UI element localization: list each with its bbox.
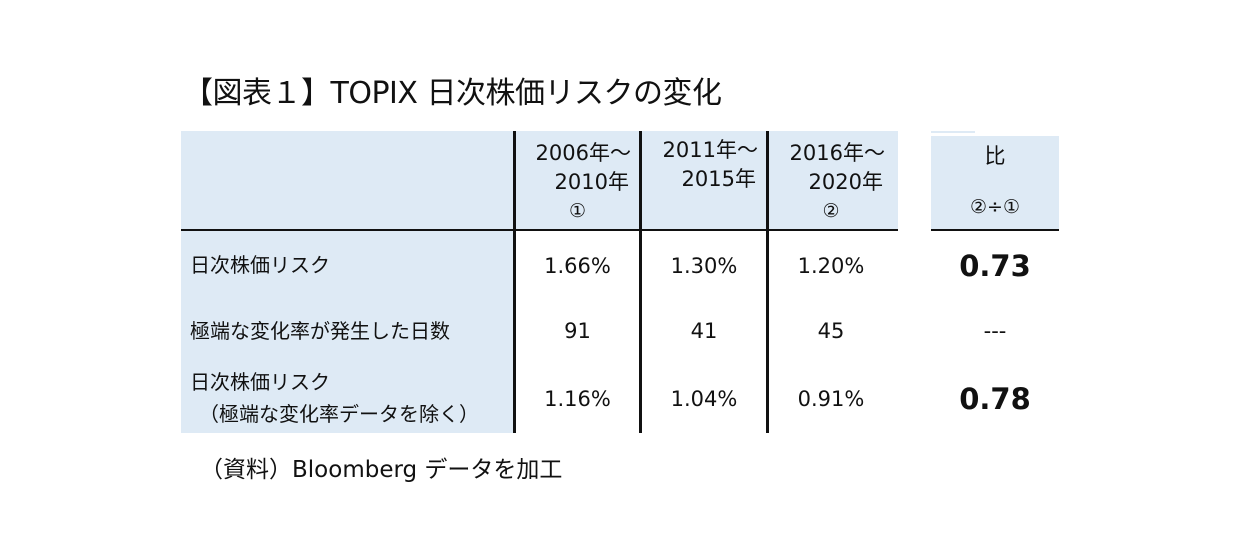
- table-cell: 1.04%: [670, 387, 738, 411]
- row-label-column: [181, 131, 514, 433]
- ratio-value: ---: [983, 319, 1007, 343]
- table-cell: 45: [817, 319, 845, 343]
- figure-title: 【図表１】TOPIX 日次株価リスクの変化: [183, 76, 722, 111]
- column-header-line1: 2011年～: [662, 138, 758, 162]
- column-header-line1: 2006年～: [535, 140, 631, 165]
- ratio-header-formula: ②÷①: [970, 196, 1020, 218]
- row-label: 日次株価リスク: [190, 253, 330, 277]
- column-header-2011-2015: 2011年～ 2015年: [642, 136, 766, 228]
- column-header-line2: 2020年: [808, 169, 883, 194]
- column-header-2006-2010: 2006年～ 2010年 ①: [516, 136, 639, 228]
- column-divider: [766, 131, 769, 433]
- table-cell: 1.66%: [544, 254, 611, 278]
- ratio-value: 0.73: [959, 249, 1031, 283]
- table-cell: 1.20%: [797, 254, 865, 278]
- table-cell: 41: [690, 319, 718, 343]
- column-marker: ②: [822, 199, 840, 222]
- column-header-line1: 2016年～: [789, 140, 885, 165]
- column-divider: [639, 131, 642, 433]
- row-sublabel: （極端な変化率データを除く）: [199, 402, 479, 426]
- column-marker: ①: [568, 199, 587, 222]
- source-note: （資料）Bloomberg データを加工: [200, 457, 563, 483]
- row-label: 日次株価リスク: [190, 370, 330, 394]
- table-cell: 91: [564, 319, 591, 343]
- column-divider: [513, 131, 516, 433]
- ratio-header-label: 比: [984, 144, 1006, 168]
- ratio-header-divider: [931, 229, 1059, 231]
- header-divider: [181, 229, 898, 231]
- ratio-header-band: [931, 136, 1059, 230]
- ratio-header-edge: [931, 131, 975, 133]
- table-cell: 0.91%: [797, 387, 865, 411]
- ratio-value: 0.78: [959, 382, 1031, 416]
- column-header-line2: 2015年: [681, 167, 756, 191]
- ratio-header: 比 ②÷①: [931, 136, 1059, 228]
- row-label: 極端な変化率が発生した日数: [190, 319, 450, 343]
- column-header-2016-2020: 2016年～ 2020年 ②: [769, 136, 893, 228]
- table-cell: 1.16%: [544, 387, 611, 411]
- table-cell: 1.30%: [670, 254, 738, 278]
- period-header-band: [514, 131, 898, 230]
- column-header-line2: 2010年: [554, 169, 629, 194]
